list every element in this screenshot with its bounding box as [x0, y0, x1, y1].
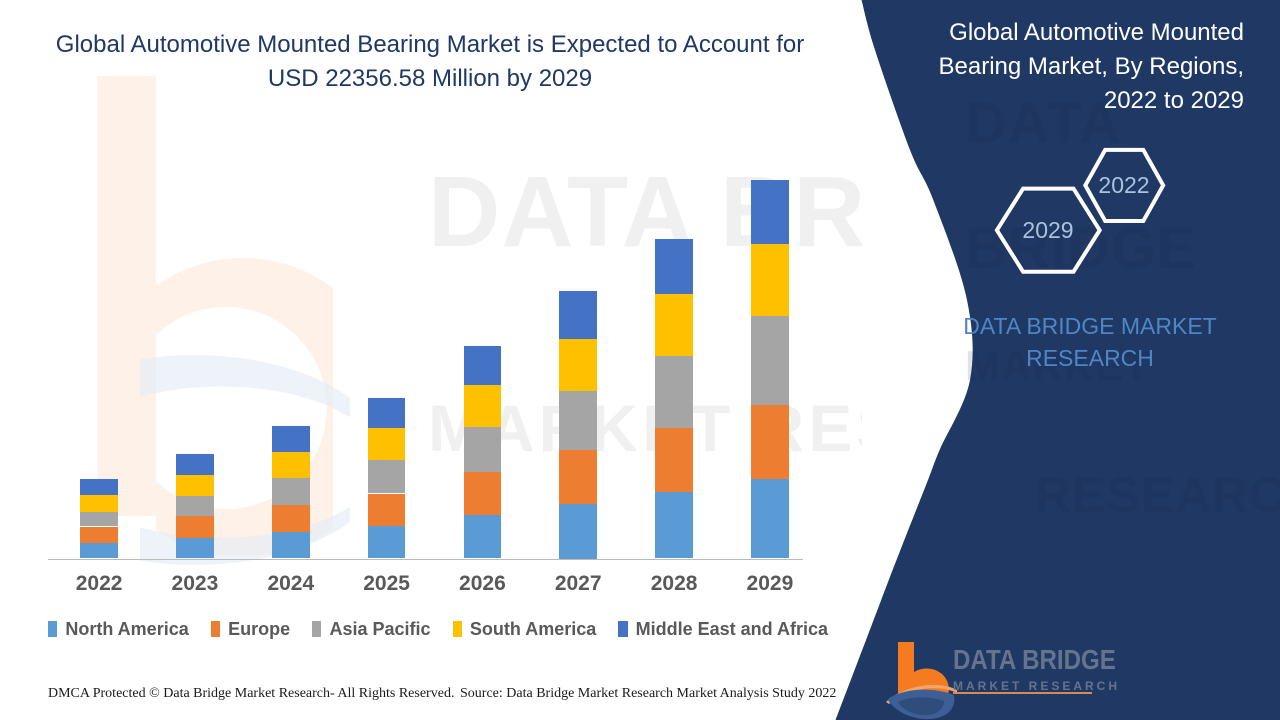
- svg-text:2022: 2022: [1098, 172, 1149, 198]
- svg-text:2029: 2029: [1022, 217, 1073, 243]
